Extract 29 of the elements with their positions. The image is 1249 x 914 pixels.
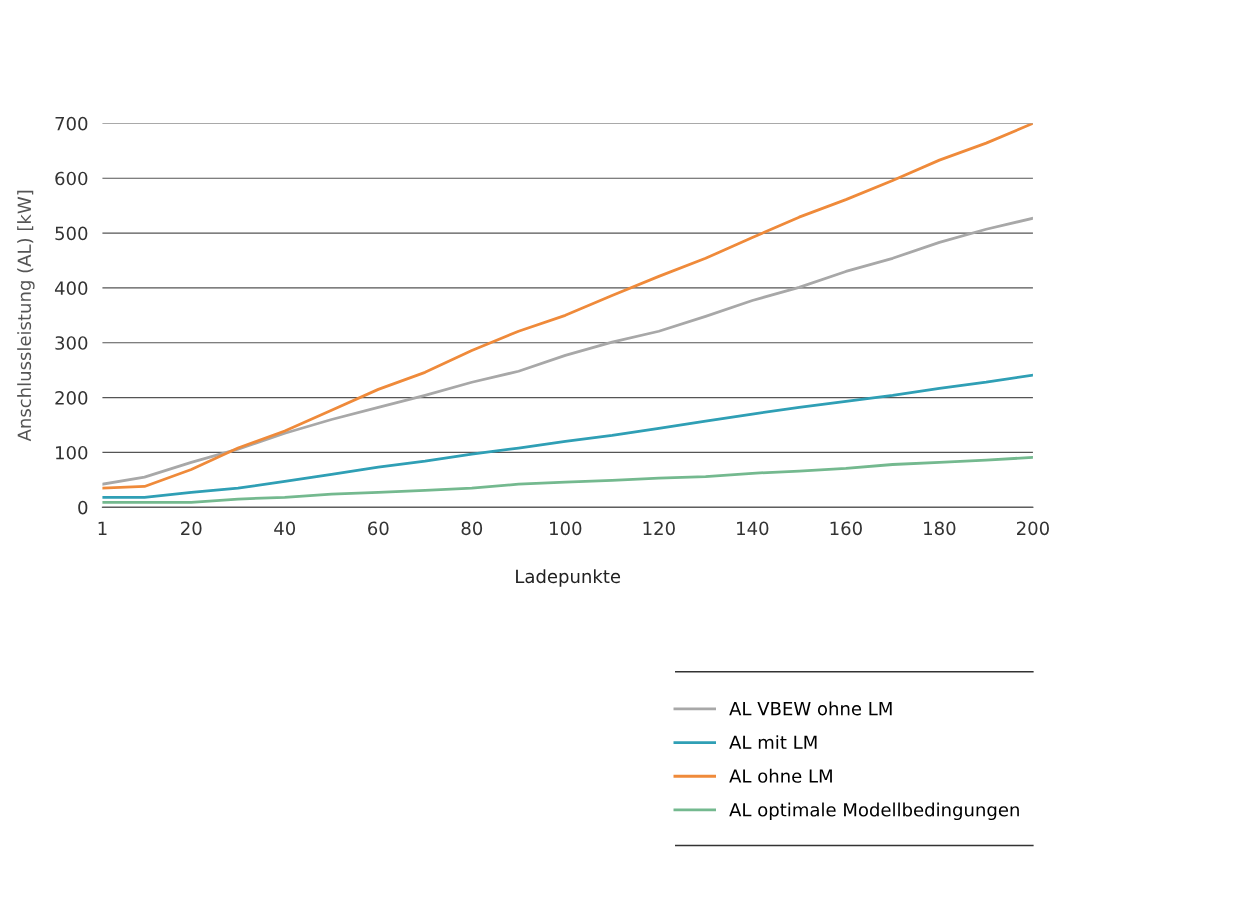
legend-label: AL ohne LM — [729, 768, 832, 783]
x-tick-label: 200 — [1017, 521, 1049, 536]
y-tick-label: 0 — [78, 500, 88, 515]
y-tick-label: 700 — [55, 116, 88, 131]
y-tick-label: 100 — [56, 445, 88, 460]
x-tick-label: 120 — [643, 521, 675, 536]
y-tick-label: 400 — [54, 281, 88, 296]
x-tick-label: 160 — [830, 521, 862, 536]
legend-label: AL VBEW ohne LM — [729, 701, 892, 716]
y-tick-label: 600 — [55, 171, 88, 186]
x-tick-label: 1 — [98, 521, 107, 535]
x-tick-label: 20 — [181, 521, 202, 536]
legend-label: AL optimale Modellbedingungen — [729, 802, 1019, 821]
line-series — [102, 455, 1033, 504]
x-tick-label: 140 — [737, 521, 769, 536]
line-series — [102, 373, 1033, 499]
line-series — [102, 123, 1033, 490]
line-series — [102, 216, 1033, 486]
y-tick-label: 300 — [55, 336, 88, 350]
x-tick-label: 60 — [368, 521, 389, 536]
legend-label: AL mit LM — [729, 735, 817, 749]
x-tick-label: 100 — [550, 521, 582, 536]
y-tick-label: 500 — [55, 226, 88, 241]
x-axis-title: Ladepunkte — [516, 569, 621, 587]
x-tick-label: 80 — [461, 521, 483, 536]
x-tick-label: 180 — [924, 521, 956, 536]
y-tick-label: 200 — [55, 391, 88, 405]
x-tick-label: 40 — [274, 521, 296, 536]
y-axis-title: Anschlussleistung (AL) [kW] — [17, 190, 35, 442]
